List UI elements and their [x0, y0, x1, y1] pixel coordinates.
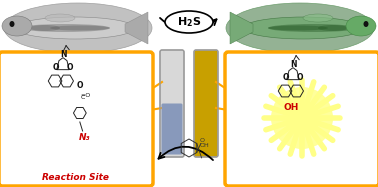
Ellipse shape — [15, 17, 135, 39]
Ellipse shape — [226, 3, 374, 53]
Ellipse shape — [268, 25, 328, 30]
Ellipse shape — [30, 25, 60, 31]
Ellipse shape — [165, 11, 213, 33]
Text: OH: OH — [200, 143, 209, 148]
Text: O: O — [53, 63, 59, 72]
FancyBboxPatch shape — [160, 50, 184, 157]
Text: N₃: N₃ — [79, 134, 90, 142]
FancyBboxPatch shape — [225, 52, 378, 186]
Ellipse shape — [50, 25, 110, 30]
Ellipse shape — [20, 24, 110, 32]
Ellipse shape — [303, 14, 333, 22]
FancyBboxPatch shape — [161, 103, 183, 154]
Ellipse shape — [9, 21, 14, 27]
Ellipse shape — [2, 16, 32, 36]
Ellipse shape — [346, 16, 376, 36]
Text: Reaction Site: Reaction Site — [42, 174, 108, 183]
Text: O: O — [67, 63, 73, 72]
Polygon shape — [125, 12, 148, 44]
Text: O: O — [283, 73, 289, 82]
Text: =O: =O — [80, 93, 90, 97]
Text: $\mathbf{H_2S}$: $\mathbf{H_2S}$ — [177, 15, 201, 29]
Ellipse shape — [364, 21, 369, 27]
Ellipse shape — [318, 25, 348, 31]
Ellipse shape — [243, 17, 363, 39]
Ellipse shape — [271, 87, 333, 149]
Text: O: O — [297, 73, 303, 82]
Text: OH: OH — [283, 102, 299, 111]
Ellipse shape — [45, 14, 75, 22]
Polygon shape — [230, 12, 253, 44]
Text: N: N — [290, 60, 296, 69]
Text: C: C — [81, 94, 85, 99]
Text: N: N — [60, 50, 66, 59]
FancyBboxPatch shape — [194, 50, 218, 157]
FancyArrowPatch shape — [160, 18, 217, 32]
Text: O: O — [200, 138, 204, 143]
Ellipse shape — [4, 3, 152, 53]
Text: O: O — [77, 80, 83, 90]
FancyArrowPatch shape — [158, 147, 213, 160]
Ellipse shape — [268, 24, 358, 32]
FancyBboxPatch shape — [0, 52, 153, 186]
